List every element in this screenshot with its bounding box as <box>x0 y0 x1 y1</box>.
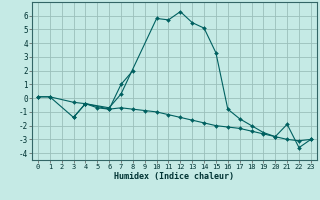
X-axis label: Humidex (Indice chaleur): Humidex (Indice chaleur) <box>115 172 234 181</box>
